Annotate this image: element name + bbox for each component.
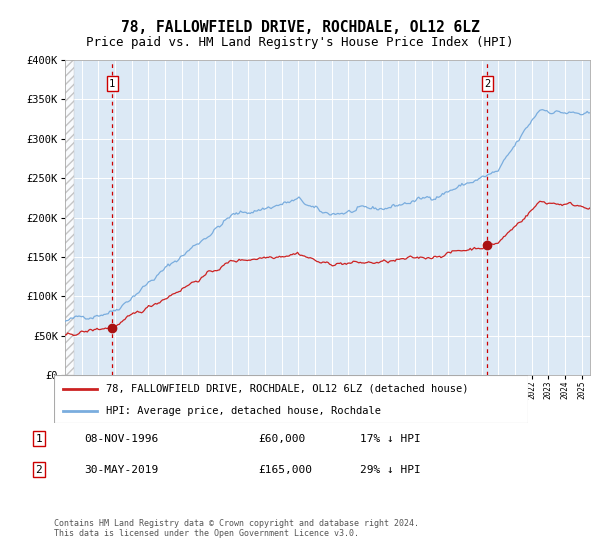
Bar: [65, 60, 74, 375]
Text: 30-MAY-2019: 30-MAY-2019: [84, 464, 158, 474]
Text: £60,000: £60,000: [258, 434, 305, 444]
Text: 1: 1: [35, 434, 43, 444]
Text: 08-NOV-1996: 08-NOV-1996: [84, 434, 158, 444]
Text: 78, FALLOWFIELD DRIVE, ROCHDALE, OL12 6LZ: 78, FALLOWFIELD DRIVE, ROCHDALE, OL12 6L…: [121, 20, 479, 35]
Text: 2: 2: [484, 78, 490, 88]
Text: Price paid vs. HM Land Registry's House Price Index (HPI): Price paid vs. HM Land Registry's House …: [86, 36, 514, 49]
Text: 2: 2: [35, 464, 43, 474]
Text: 29% ↓ HPI: 29% ↓ HPI: [360, 464, 421, 474]
Text: 78, FALLOWFIELD DRIVE, ROCHDALE, OL12 6LZ (detached house): 78, FALLOWFIELD DRIVE, ROCHDALE, OL12 6L…: [106, 384, 469, 394]
Text: 17% ↓ HPI: 17% ↓ HPI: [360, 434, 421, 444]
Text: HPI: Average price, detached house, Rochdale: HPI: Average price, detached house, Roch…: [106, 406, 381, 416]
FancyBboxPatch shape: [54, 375, 528, 423]
Text: 1: 1: [109, 78, 115, 88]
Text: Contains HM Land Registry data © Crown copyright and database right 2024.
This d: Contains HM Land Registry data © Crown c…: [54, 519, 419, 538]
Text: £165,000: £165,000: [258, 464, 312, 474]
